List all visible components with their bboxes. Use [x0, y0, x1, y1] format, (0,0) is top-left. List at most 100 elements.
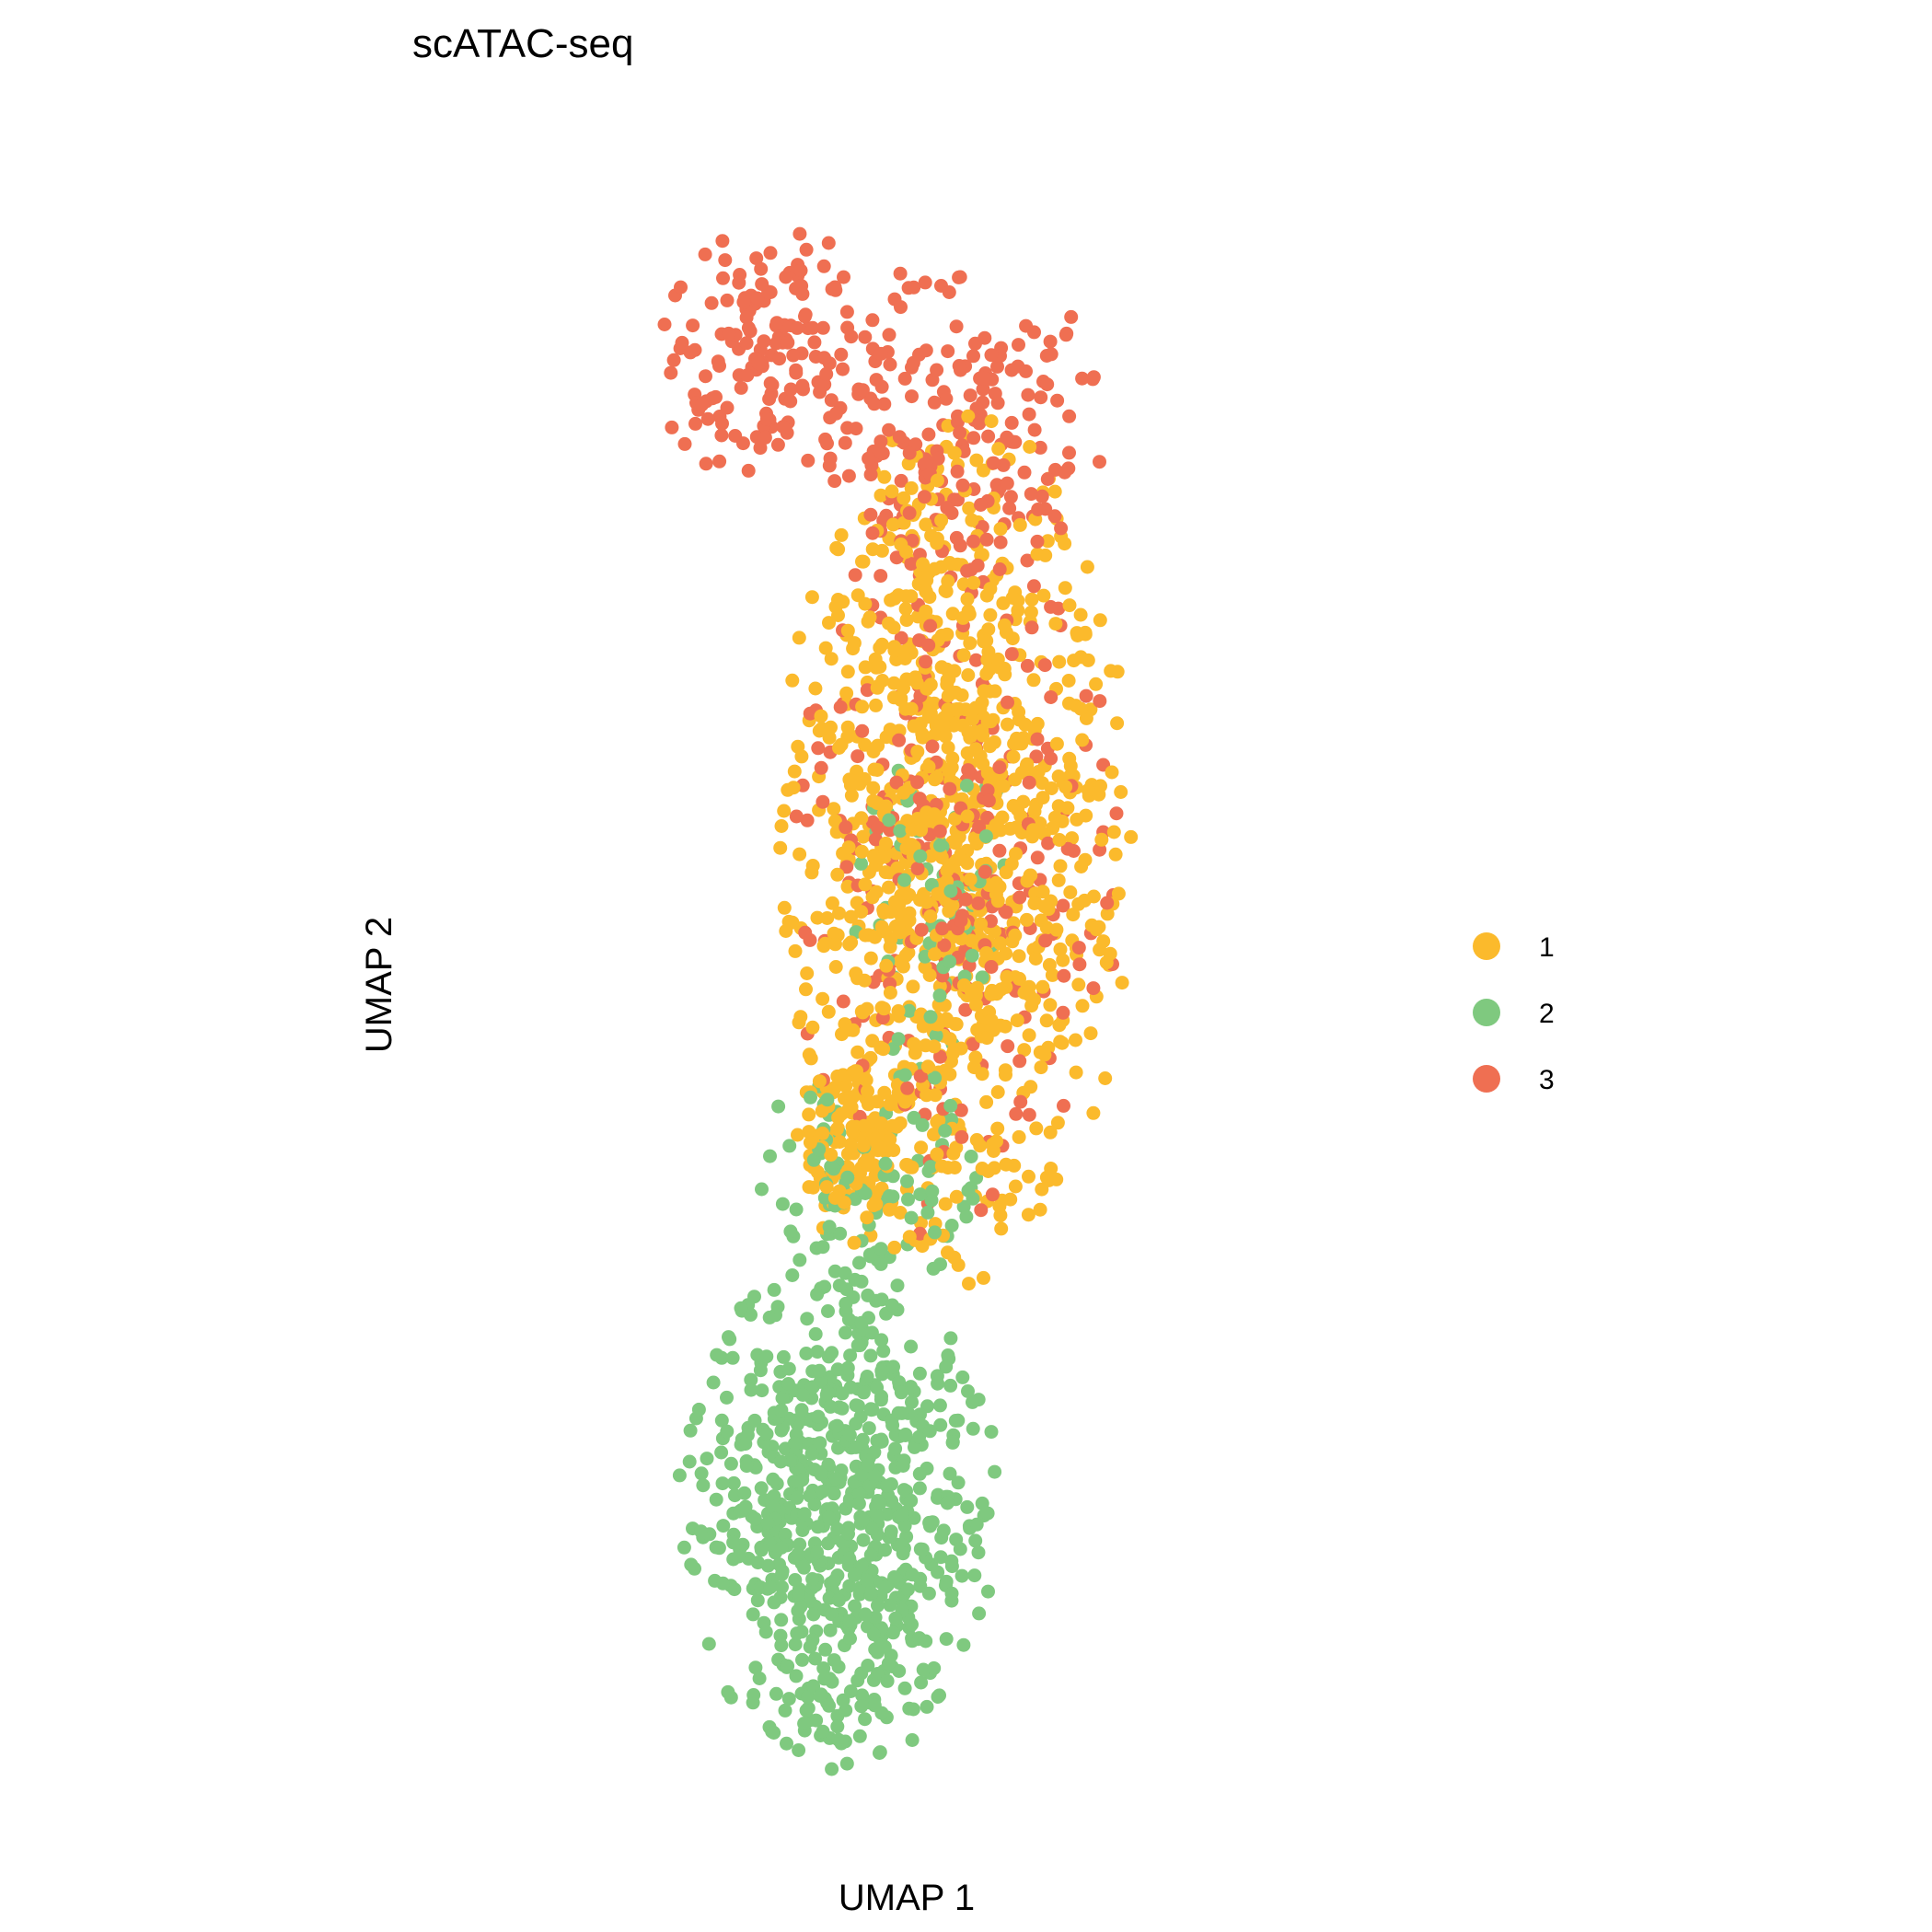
point-cluster-2 [904, 1210, 919, 1225]
point-cluster-1 [1053, 942, 1068, 956]
point-cluster-3 [984, 348, 999, 363]
point-cluster-1 [1013, 735, 1028, 749]
point-cluster-3 [882, 422, 897, 437]
point-cluster-1 [777, 900, 792, 915]
point-cluster-1 [879, 799, 894, 814]
point-cluster-2 [811, 1520, 825, 1534]
point-cluster-3 [698, 247, 712, 261]
point-cluster-1 [1023, 440, 1037, 454]
point-cluster-1 [1098, 1071, 1113, 1085]
point-cluster-3 [951, 415, 965, 429]
point-cluster-2 [840, 1170, 855, 1185]
point-cluster-1 [867, 850, 882, 865]
point-cluster-1 [1021, 1208, 1035, 1222]
point-cluster-1 [940, 863, 954, 878]
point-cluster-1 [805, 1180, 820, 1195]
point-cluster-1 [1024, 592, 1039, 607]
point-cluster-2 [945, 1435, 960, 1449]
point-cluster-3 [828, 406, 843, 421]
point-cluster-2 [966, 1394, 979, 1409]
point-cluster-2 [842, 1428, 857, 1442]
point-cluster-3 [1075, 371, 1090, 386]
point-cluster-3 [772, 352, 787, 366]
point-cluster-3 [1086, 981, 1101, 996]
point-cluster-3 [1062, 409, 1077, 423]
point-cluster-3 [1062, 445, 1076, 460]
point-cluster-3 [867, 397, 882, 411]
point-cluster-2 [747, 1511, 762, 1526]
point-cluster-2 [936, 1523, 951, 1538]
chart-title: scATAC-seq [412, 21, 633, 66]
point-cluster-3 [992, 562, 1007, 576]
point-cluster-3 [1079, 688, 1093, 703]
point-cluster-2 [767, 1489, 781, 1503]
point-cluster-3 [1072, 957, 1087, 972]
point-cluster-2 [913, 849, 928, 863]
point-cluster-2 [682, 1454, 697, 1469]
point-cluster-1 [893, 925, 908, 940]
point-cluster-3 [822, 458, 837, 473]
point-cluster-2 [944, 1219, 959, 1232]
point-cluster-2 [894, 1385, 908, 1400]
point-cluster-1 [963, 873, 978, 886]
point-cluster-3 [770, 437, 785, 452]
point-cluster-1 [1053, 859, 1068, 873]
point-cluster-2 [842, 1614, 857, 1628]
point-cluster-2 [981, 1584, 995, 1599]
point-cluster-1 [969, 997, 983, 1012]
point-cluster-2 [774, 1423, 789, 1438]
point-cluster-3 [958, 1002, 973, 1017]
point-cluster-1 [955, 610, 970, 625]
point-cluster-1 [1060, 801, 1075, 816]
point-cluster-1 [998, 1063, 1012, 1078]
point-cluster-1 [824, 1148, 839, 1162]
point-cluster-1 [961, 725, 976, 740]
point-cluster-2 [961, 1384, 975, 1398]
point-cluster-1 [814, 709, 828, 723]
point-cluster-1 [822, 616, 836, 631]
point-cluster-2 [912, 1466, 927, 1481]
point-cluster-1 [940, 627, 954, 642]
point-cluster-2 [813, 1688, 827, 1703]
point-cluster-3 [838, 435, 852, 450]
point-cluster-1 [1111, 886, 1126, 901]
point-cluster-1 [956, 648, 971, 663]
point-cluster-2 [948, 1414, 963, 1428]
point-cluster-2 [755, 1383, 769, 1398]
point-cluster-1 [1012, 1129, 1026, 1144]
point-cluster-1 [808, 681, 823, 696]
point-cluster-2 [848, 1599, 862, 1614]
point-cluster-2 [932, 1688, 946, 1703]
point-cluster-2 [869, 1507, 884, 1521]
point-cluster-2 [886, 1359, 900, 1374]
point-cluster-3 [1024, 487, 1038, 502]
point-cluster-3 [783, 394, 798, 409]
point-cluster-2 [808, 1326, 823, 1341]
point-cluster-2 [830, 1521, 845, 1536]
point-cluster-3 [754, 261, 769, 276]
point-cluster-1 [869, 660, 884, 675]
point-cluster-1 [1099, 955, 1114, 970]
point-cluster-1 [1094, 832, 1109, 847]
point-cluster-3 [1004, 363, 1019, 377]
point-cluster-1 [1114, 785, 1128, 799]
point-cluster-2 [747, 1413, 762, 1428]
point-cluster-1 [1106, 825, 1121, 839]
point-cluster-3 [759, 411, 774, 426]
point-cluster-3 [1027, 325, 1041, 340]
point-cluster-1 [1051, 769, 1066, 783]
point-cluster-2 [788, 1436, 803, 1451]
point-cluster-1 [1012, 949, 1026, 964]
point-cluster-3 [863, 468, 878, 482]
point-cluster-2 [792, 1588, 805, 1602]
point-cluster-2 [822, 1510, 837, 1525]
point-cluster-2 [971, 1545, 986, 1560]
point-cluster-3 [952, 270, 966, 284]
point-cluster-2 [861, 1659, 875, 1672]
point-cluster-1 [982, 662, 997, 677]
point-cluster-3 [937, 938, 952, 953]
point-cluster-3 [734, 380, 748, 395]
point-cluster-1 [886, 620, 901, 635]
point-cluster-2 [771, 1099, 786, 1114]
point-cluster-2 [967, 1568, 982, 1583]
